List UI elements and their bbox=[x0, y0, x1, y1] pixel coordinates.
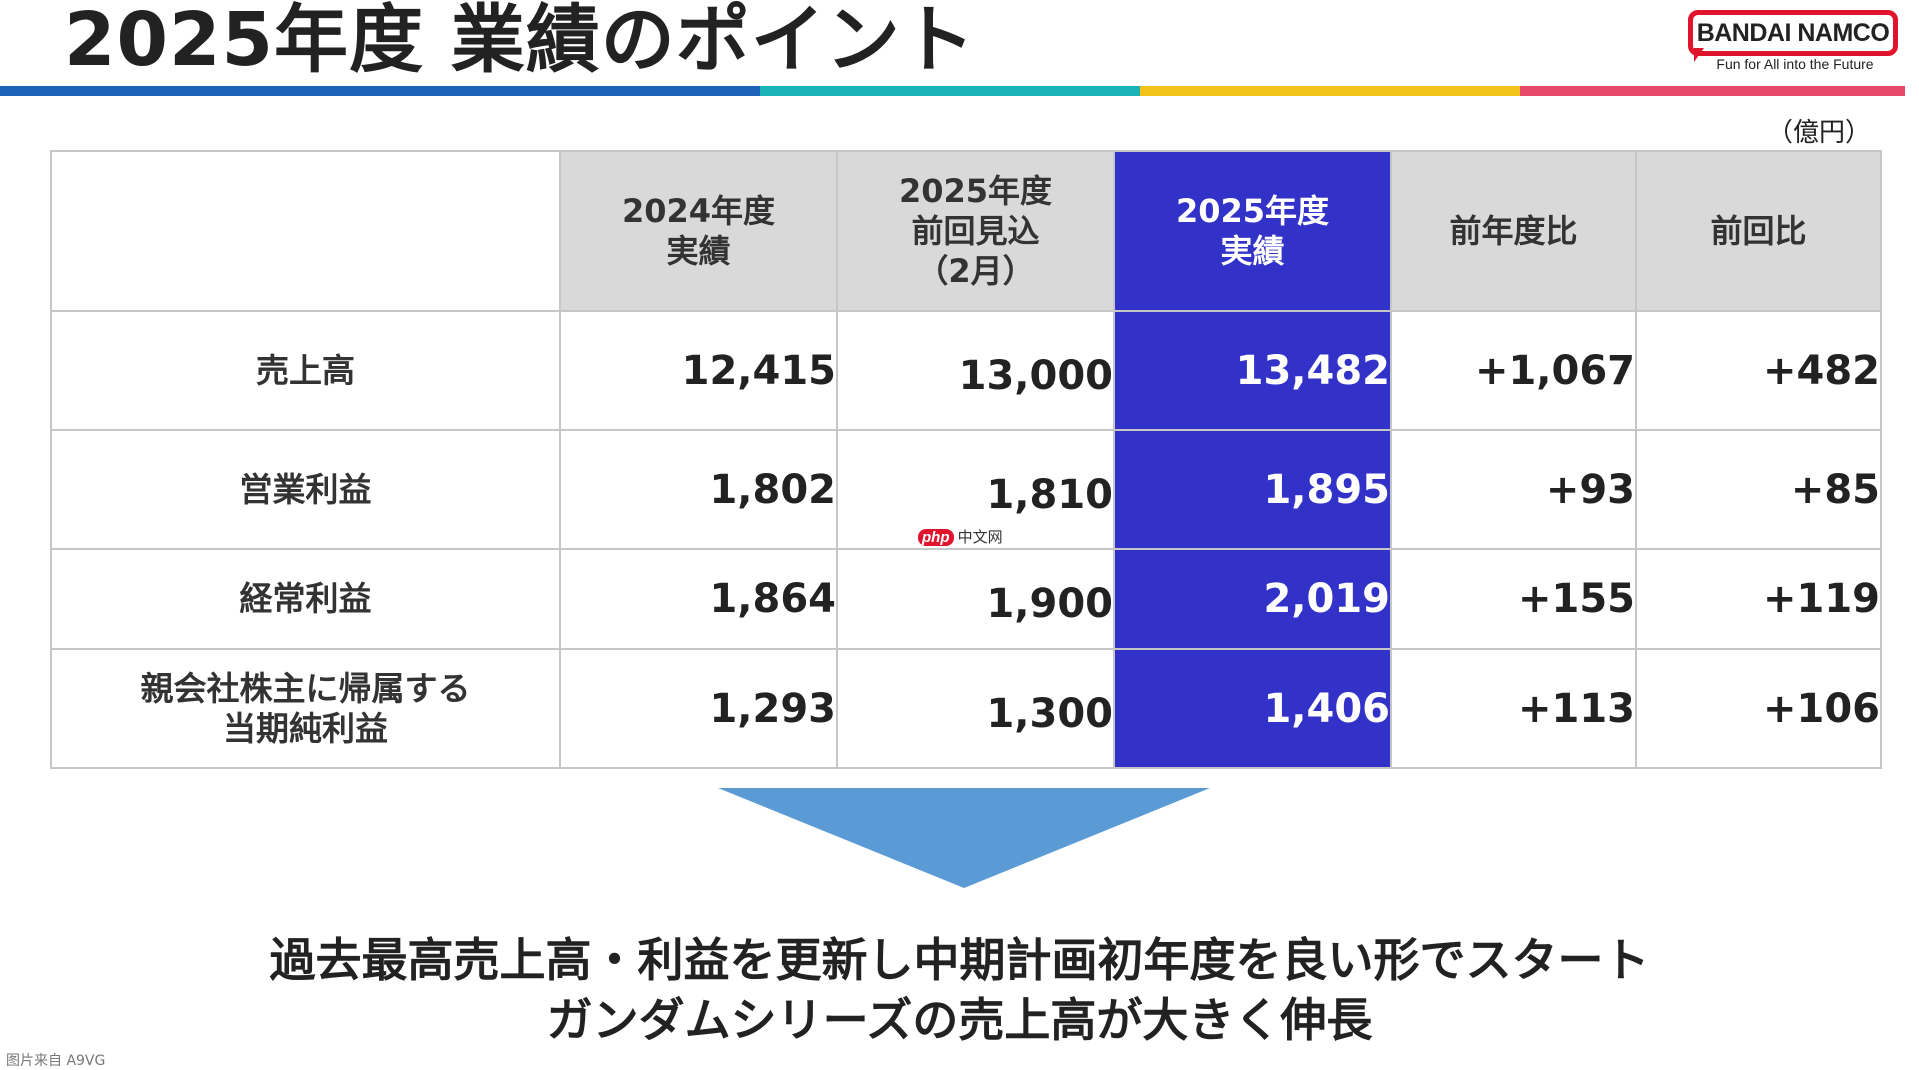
value-cell: +85 bbox=[1635, 429, 1882, 550]
value-cell: +1,067 bbox=[1390, 310, 1637, 431]
header-cell-fy2024-actual: 2024年度 実績 bbox=[559, 150, 838, 312]
color-stripe-yellow bbox=[1140, 86, 1520, 96]
header-cell-yoy: 前年度比 bbox=[1390, 150, 1637, 312]
logo-tagline: Fun for All into the Future bbox=[1716, 56, 1874, 72]
logo-text: BANDAI NAMCO bbox=[1696, 18, 1890, 47]
header-cell-fy2025-forecast: 2025年度 前回見込 （2月） bbox=[836, 150, 1115, 312]
down-arrow-icon bbox=[718, 788, 1210, 888]
value-cell: 13,000 bbox=[836, 310, 1115, 431]
value-cell: 1,864 bbox=[559, 548, 838, 650]
value-cell-highlight: 1,895 bbox=[1113, 429, 1392, 550]
table-row-operating-profit: 営業利益 1,802 1,810 1,895 +93 +85 bbox=[50, 429, 1882, 550]
row-label: 売上高 bbox=[50, 310, 561, 431]
bandai-namco-logo: BANDAI NAMCO bbox=[1688, 10, 1898, 56]
value-cell: +119 bbox=[1635, 548, 1882, 650]
value-cell: +113 bbox=[1390, 648, 1637, 769]
value-cell: +106 bbox=[1635, 648, 1882, 769]
site-watermark: php 中文网 bbox=[918, 526, 1003, 547]
value-cell: +93 bbox=[1390, 429, 1637, 550]
conclusion-line-2: ガンダムシリーズの売上高が大きく伸長 bbox=[546, 993, 1373, 1047]
header-cell-vs-forecast: 前回比 bbox=[1635, 150, 1882, 312]
header-cell-blank bbox=[50, 150, 561, 312]
results-table: 2024年度 実績 2025年度 前回見込 （2月） 2025年度 実績 前年度… bbox=[50, 150, 1882, 769]
value-cell: 12,415 bbox=[559, 310, 838, 431]
conclusion-text: 過去最高売上高・利益を更新し中期計画初年度を良い形でスタート ガンダムシリーズの… bbox=[0, 930, 1919, 1050]
image-source-note: 图片来自 A9VG bbox=[6, 1053, 106, 1069]
color-stripe-teal bbox=[760, 86, 1140, 96]
value-cell: 1,900 bbox=[836, 548, 1115, 650]
value-cell-highlight: 2,019 bbox=[1113, 548, 1392, 650]
table-row-ordinary-profit: 経常利益 1,864 1,900 2,019 +155 +119 bbox=[50, 548, 1882, 650]
value-cell: 1,300 bbox=[836, 648, 1115, 769]
header-cell-fy2025-actual: 2025年度 実績 bbox=[1113, 150, 1392, 312]
value-cell: 1,293 bbox=[559, 648, 838, 769]
value-cell-highlight: 1,406 bbox=[1113, 648, 1392, 769]
watermark-text: 中文网 bbox=[957, 529, 1003, 546]
color-stripe-blue bbox=[0, 86, 760, 96]
table-header-row: 2024年度 実績 2025年度 前回見込 （2月） 2025年度 実績 前年度… bbox=[50, 150, 1882, 312]
table-row-net-income: 親会社株主に帰属する 当期純利益 1,293 1,300 1,406 +113 … bbox=[50, 648, 1882, 769]
color-stripe-pink bbox=[1520, 86, 1905, 96]
value-cell: +155 bbox=[1390, 548, 1637, 650]
row-label: 営業利益 bbox=[50, 429, 561, 550]
unit-label: （億円） bbox=[1766, 118, 1871, 148]
value-cell-highlight: 13,482 bbox=[1113, 310, 1392, 431]
table-row-net-sales: 売上高 12,415 13,000 13,482 +1,067 +482 bbox=[50, 310, 1882, 431]
value-cell: 1,810 bbox=[836, 429, 1115, 550]
value-cell: 1,802 bbox=[559, 429, 838, 550]
row-label: 経常利益 bbox=[50, 548, 561, 650]
watermark-badge: php bbox=[918, 529, 954, 546]
page-title: 2025年度 業績のポイント bbox=[64, 0, 976, 83]
logo-tail-icon bbox=[1694, 48, 1704, 62]
row-label: 親会社株主に帰属する 当期純利益 bbox=[50, 648, 561, 769]
conclusion-line-1: 過去最高売上高・利益を更新し中期計画初年度を良い形でスタート bbox=[269, 933, 1650, 987]
value-cell: +482 bbox=[1635, 310, 1882, 431]
